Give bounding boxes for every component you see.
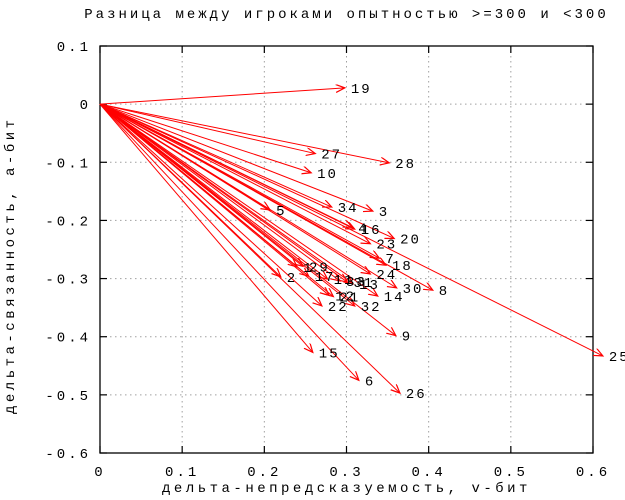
- x-tick-label: 0.3: [329, 465, 363, 481]
- vector-arrow-31: [99, 103, 347, 282]
- point-label-34: 34: [338, 201, 359, 217]
- vector-arrow-32: [99, 103, 355, 306]
- vector-arrow-3: [99, 103, 373, 211]
- point-label-2: 2: [287, 271, 297, 287]
- vector-arrow-19: [99, 88, 345, 105]
- point-label-4: 4: [358, 221, 368, 237]
- point-label-30: 30: [403, 282, 424, 298]
- point-label-27: 27: [321, 148, 342, 164]
- point-label-9: 9: [402, 330, 412, 346]
- point-label-18: 18: [392, 259, 413, 275]
- x-tick-label: 0.6: [576, 465, 610, 481]
- y-tick-label: -0.2: [45, 214, 91, 230]
- vector-arrow-10: [99, 103, 311, 173]
- vector-arrow-14: [99, 103, 378, 296]
- point-label-14: 14: [384, 290, 405, 306]
- point-label-22: 22: [328, 300, 349, 316]
- y-tick-label: -0.3: [45, 273, 91, 289]
- y-tick-label: 0.1: [57, 40, 91, 56]
- vector-arrow-33: [99, 103, 340, 281]
- point-label-19: 19: [351, 82, 372, 98]
- x-tick-label: 0: [94, 465, 105, 481]
- vector-arrow-27: [99, 103, 315, 153]
- vector-arrow-6: [99, 103, 359, 380]
- vector-arrow-23: [99, 103, 370, 244]
- vector-arrow-25: [99, 103, 603, 356]
- x-tick-label: 0.1: [165, 465, 199, 481]
- point-label-5: 5: [276, 204, 286, 220]
- y-tick-label: -0.1: [45, 156, 91, 172]
- point-label-33: 33: [346, 275, 367, 291]
- point-label-10: 10: [317, 167, 338, 183]
- point-label-3: 3: [379, 205, 389, 221]
- point-label-29: 29: [309, 260, 330, 276]
- point-label-23: 23: [376, 238, 397, 254]
- y-axis-label: дельта-связанность, а-бит: [3, 116, 19, 414]
- y-tick-label: 0: [80, 98, 91, 114]
- point-label-20: 20: [400, 232, 421, 248]
- point-label-13: 13: [359, 278, 380, 294]
- point-label-17: 17: [315, 270, 336, 286]
- point-label-24: 24: [376, 268, 397, 284]
- point-label-12: 12: [335, 289, 356, 305]
- point-label-32: 32: [361, 300, 382, 316]
- point-label-21: 21: [339, 291, 360, 307]
- x-tick-label: 0.4: [412, 465, 446, 481]
- point-label-1: 1: [303, 261, 313, 277]
- point-label-31: 31: [353, 276, 374, 292]
- point-label-28: 28: [395, 157, 416, 173]
- vector-arrow-21: [99, 103, 333, 296]
- chart-title: Разница между игроками опытностью >=300 …: [84, 7, 609, 23]
- x-axis-label: дельта-непредсказуемость, v-бит: [162, 481, 531, 497]
- point-label-11: 11: [334, 273, 355, 289]
- y-tick-label: -0.5: [45, 389, 91, 405]
- vector-arrow-11: [99, 103, 328, 279]
- point-label-15: 15: [319, 346, 340, 362]
- x-tick-label: 0.5: [494, 465, 528, 481]
- point-label-8: 8: [439, 284, 449, 300]
- vector-arrow-22: [99, 103, 322, 306]
- vector-arrow-34: [99, 103, 332, 207]
- point-label-25: 25: [609, 350, 625, 366]
- point-label-16: 16: [361, 223, 382, 239]
- vector-arrow-20: [99, 103, 394, 238]
- vector-arrow-28: [99, 103, 389, 163]
- vector-arrow-30: [99, 103, 397, 288]
- point-label-7: 7: [385, 252, 395, 268]
- point-label-26: 26: [406, 387, 427, 403]
- point-label-6: 6: [365, 374, 375, 390]
- vector-arrow-15: [99, 103, 313, 352]
- y-tick-label: -0.4: [45, 331, 91, 347]
- vector-arrow-26: [99, 103, 400, 393]
- x-tick-label: 0.2: [247, 465, 281, 481]
- vector-arrow-18: [99, 103, 386, 265]
- y-tick-label: -0.6: [45, 447, 91, 463]
